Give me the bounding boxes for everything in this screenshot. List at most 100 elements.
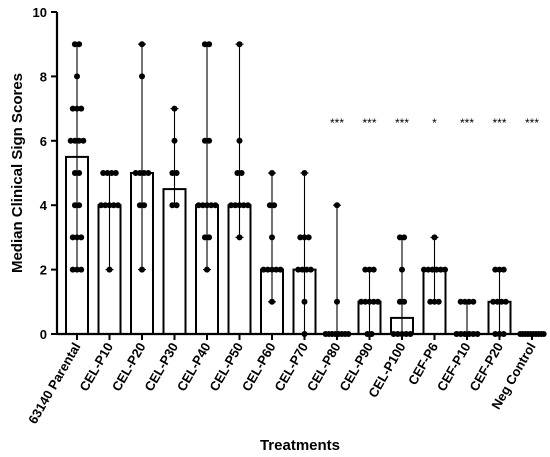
data-point [540,331,547,337]
data-point [76,170,83,176]
data-point [435,298,442,305]
data-point [100,170,107,176]
data-point [212,202,219,209]
x-tick-label: 63140 Parental [25,340,84,426]
data-point [401,298,408,305]
data-point [370,266,377,273]
data-point [492,266,499,273]
data-point [494,298,501,305]
data-point [169,170,176,176]
y-tick-label: 0 [40,327,47,342]
data-point [69,234,76,241]
data-point [78,266,85,273]
data-point [199,202,206,209]
data-point [76,202,83,209]
data-point [271,202,278,209]
data-point [442,266,448,273]
x-ticks-layer: 63140 ParentalCEL-P10CEL-P20CEL-P30CEL-P… [25,334,539,426]
data-point [98,202,105,209]
data-point [71,137,78,144]
data-point [110,202,117,209]
significance-marker: * [432,116,437,130]
data-point [71,170,78,176]
significance-layer: *** *** *** * *** *** *** [330,116,539,130]
data-point [362,298,369,305]
y-axis-title: Median Clinical Sign Scores [9,73,26,273]
significance-marker: *** [395,116,409,130]
significance-marker: *** [362,116,376,130]
bar [162,188,187,335]
data-point [201,234,208,241]
data-point [457,298,464,305]
data-point [76,137,83,144]
axes-layer [55,12,540,336]
data-point [500,266,507,273]
data-point [195,202,202,209]
data-point [114,202,121,209]
data-point [374,298,381,305]
data-point [299,266,306,273]
data-point [498,298,505,305]
data-point [173,170,180,176]
y-tick-label: 2 [40,263,47,278]
data-point [232,202,239,209]
data-point [78,234,85,241]
data-point [136,170,143,176]
significance-marker: *** [492,116,506,130]
y-tick-label: 10 [33,5,47,20]
x-axis-title: Treatments [260,437,340,454]
data-point [69,266,76,273]
data-point [67,137,74,144]
x-tick-label: CEF-P6 [405,340,441,388]
data-point [208,202,215,209]
data-point [429,266,436,273]
data-point [234,170,241,176]
data-point [80,137,87,144]
significance-marker: *** [330,116,344,130]
data-point [303,266,310,273]
data-point [307,266,314,273]
data-point [433,266,440,273]
data-point [370,298,377,305]
data-point [358,298,365,305]
y-tick-label: 6 [40,134,47,149]
data-point [206,234,213,241]
y-tick-label: 4 [40,198,48,213]
data-point [277,266,284,273]
data-point [421,266,427,273]
data-point [238,170,245,176]
data-point [69,105,76,112]
data-point [112,170,119,176]
bars-layer [65,155,544,336]
data-point [260,266,267,273]
data-point [201,137,208,144]
data-point [470,298,477,305]
data-point [136,202,143,209]
significance-marker: *** [460,116,474,130]
data-point [297,234,304,241]
data-point [266,202,273,209]
data-point [141,170,148,176]
data-point [264,266,271,273]
data-point [228,202,235,209]
data-point [145,170,152,176]
data-point [273,266,280,273]
data-point [102,202,109,209]
data-point [295,266,302,273]
error-bars-layer [73,43,504,335]
data-point [132,170,139,176]
data-point [71,202,78,209]
data-point [427,298,434,305]
data-point [490,298,497,305]
data-point [362,266,369,273]
significance-marker: *** [525,116,539,130]
data-point [206,137,213,144]
data-point [437,266,444,273]
data-point [502,298,509,305]
data-point [240,202,247,209]
data-point [78,105,85,112]
data-point [396,298,403,305]
data-point [141,202,148,209]
data-point [425,266,432,273]
